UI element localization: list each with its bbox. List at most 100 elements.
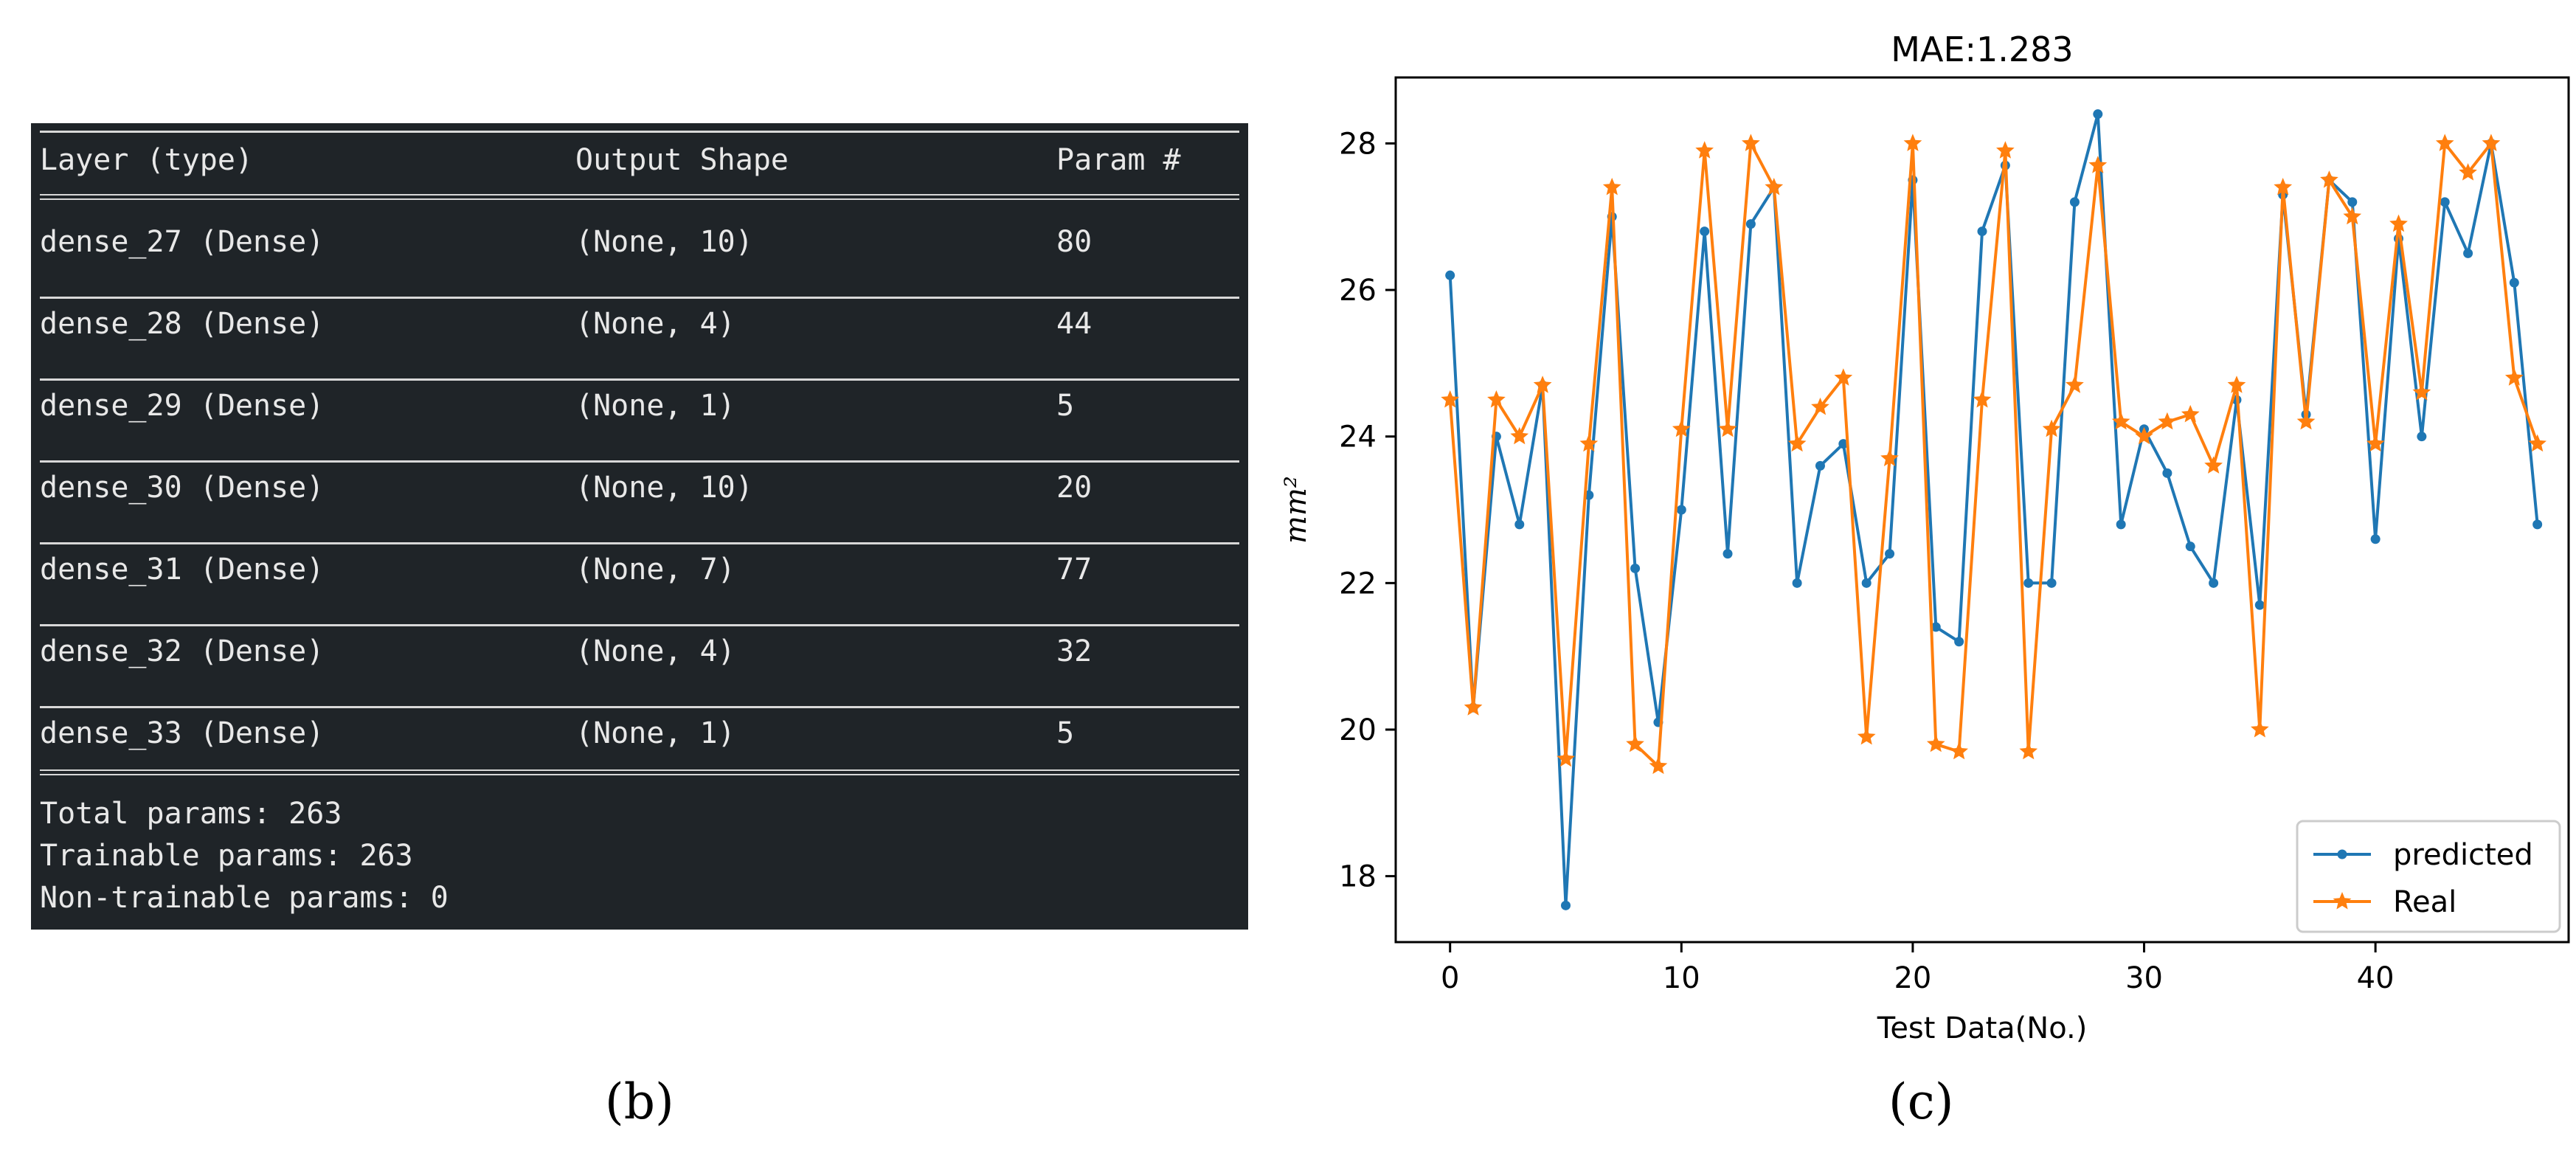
data-point: [1445, 270, 1455, 280]
data-point: [1950, 741, 1968, 760]
data-point: [1700, 226, 1710, 237]
data-point: [2135, 426, 2153, 445]
data-point: [1722, 549, 1733, 559]
row-params: 32: [1056, 634, 1093, 668]
data-point: [2528, 434, 2546, 452]
x-tick-label: 40: [2357, 961, 2395, 995]
data-point: [2209, 578, 2219, 588]
data-point: [1533, 376, 1552, 393]
row-divider: [40, 378, 1239, 381]
data-point: [2482, 134, 2501, 151]
data-point: [2251, 720, 2269, 738]
data-point: [2181, 404, 2200, 423]
header-output-shape: Output Shape: [575, 143, 789, 177]
data-point: [2254, 600, 2265, 610]
y-tick-label: 24: [1339, 421, 1377, 454]
row-shape: (None, 7): [575, 553, 735, 587]
series-real: [1441, 134, 2546, 775]
row-shape: (None, 10): [575, 471, 753, 505]
data-point: [1579, 434, 1599, 452]
data-point: [2320, 170, 2338, 188]
data-point: [1861, 578, 1872, 588]
data-point: [1487, 390, 1506, 408]
data-point: [1885, 549, 1895, 559]
data-point: [1514, 519, 1525, 530]
data-point: [2389, 214, 2408, 232]
row-divider: [40, 706, 1239, 708]
row-shape: (None, 1): [575, 389, 735, 423]
data-point: [1792, 578, 1802, 588]
row-layer: dense_31 (Dense): [40, 553, 325, 587]
legend-marker: [2333, 892, 2352, 910]
data-point: [1464, 698, 1483, 716]
row-layer: dense_33 (Dense): [40, 716, 325, 750]
y-tick-label: 26: [1339, 274, 1377, 308]
data-point: [1931, 622, 1941, 632]
data-point: [2440, 197, 2450, 207]
data-point: [2417, 432, 2427, 442]
row-divider: [40, 460, 1239, 463]
y-axis-label: mm²: [1279, 476, 1313, 544]
top-rule: [40, 131, 1239, 133]
x-tick-label: 0: [1441, 961, 1459, 995]
x-tick-label: 20: [1894, 961, 1931, 995]
x-tick-label: 30: [2125, 961, 2163, 995]
row-params: 77: [1056, 553, 1093, 587]
data-point: [1903, 134, 1922, 151]
data-point: [2111, 412, 2130, 430]
data-point: [2162, 468, 2172, 478]
data-point: [2504, 368, 2524, 386]
header-layer: Layer (type): [40, 143, 253, 177]
row-layer: dense_29 (Dense): [40, 389, 325, 423]
row-layer: dense_30 (Dense): [40, 471, 325, 505]
trainable-params: Trainable params: 263: [40, 839, 413, 873]
data-point: [1510, 426, 1529, 445]
data-point: [1834, 368, 1853, 386]
row-params: 44: [1056, 307, 1093, 341]
data-point: [2019, 741, 2038, 760]
data-point: [1649, 756, 1668, 775]
data-point: [2459, 163, 2477, 181]
row-divider: [40, 297, 1239, 299]
data-point: [1718, 419, 1737, 437]
data-point: [1557, 749, 1575, 767]
row-params: 5: [1056, 716, 1075, 750]
row-shape: (None, 4): [575, 634, 735, 668]
data-point: [2088, 156, 2108, 173]
data-point: [1815, 460, 1825, 471]
data-point: [1441, 390, 1460, 408]
series-predicted: [1445, 109, 2543, 910]
data-point: [1857, 727, 1876, 745]
data-point: [1926, 734, 1945, 753]
y-tick-label: 20: [1339, 713, 1377, 747]
plot-area-frame: [1394, 76, 2570, 944]
total-params: Total params: 263: [40, 797, 342, 831]
header-param: Param #: [1056, 143, 1181, 177]
row-divider: [40, 542, 1239, 544]
data-point: [1630, 563, 1641, 573]
data-point: [1602, 178, 1621, 196]
data-point: [2227, 376, 2246, 393]
data-point: [1765, 178, 1784, 196]
data-point: [2046, 578, 2057, 588]
data-point: [2093, 109, 2103, 120]
data-point: [2158, 412, 2177, 430]
data-point: [1787, 434, 1807, 452]
data-point: [2185, 542, 2195, 552]
row-params: 80: [1056, 225, 1093, 259]
header-separator: [40, 194, 1239, 200]
row-shape: (None, 10): [575, 225, 753, 259]
data-point: [2435, 134, 2454, 151]
x-tick-label: 10: [1663, 961, 1700, 995]
row-layer: dense_32 (Dense): [40, 634, 325, 668]
data-point: [1954, 637, 1964, 647]
row-layer: dense_28 (Dense): [40, 307, 325, 341]
legend-label: predicted: [2393, 838, 2533, 872]
footer-separator: [40, 769, 1239, 775]
caption-c: (c): [1888, 1073, 1954, 1130]
data-point: [1811, 397, 1829, 415]
data-point: [2412, 383, 2431, 401]
data-point: [1838, 439, 1849, 449]
caption-b: (b): [605, 1073, 674, 1130]
data-point: [2463, 248, 2473, 258]
